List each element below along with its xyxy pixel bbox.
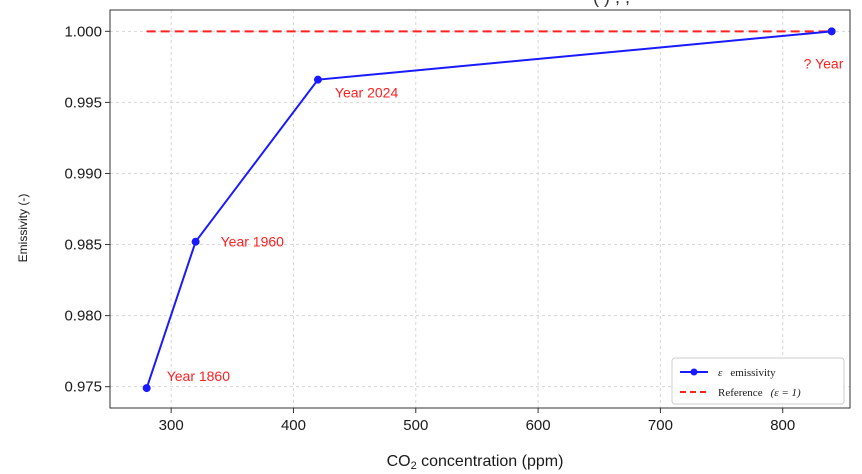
legend-label-emissivity: ε emissivity	[718, 367, 776, 379]
plot-frame	[109, 9, 851, 409]
y-tick-label: 1.000	[64, 23, 102, 40]
x-tick-label: 300	[159, 417, 184, 434]
legend: ε emissivity Reference (ε = 1)	[671, 357, 845, 405]
annotation-label: Year 1960	[221, 234, 285, 250]
series-layer	[142, 27, 836, 393]
emissivity-point	[827, 27, 836, 36]
x-axis-label-rest: concentration (ppm)	[417, 453, 564, 470]
annotations: Year 1860 Year 1960 Year 2024 ? Year	[167, 55, 844, 384]
grid	[110, 10, 850, 408]
x-axis-label: CO2 concentration (ppm)	[387, 453, 564, 472]
x-tick-label: 700	[648, 417, 673, 434]
y-tick-label: 0.990	[64, 165, 102, 182]
x-axis-label-main: CO	[387, 453, 411, 470]
x-tick-label: 400	[281, 417, 306, 434]
y-tick-label: 0.975	[64, 379, 102, 396]
emissivity-point	[313, 75, 322, 84]
annotation-label: Year 2024	[335, 85, 399, 101]
emissivity-line	[145, 30, 832, 389]
emissivity-point	[142, 384, 151, 393]
annotation-label: ? Year	[804, 55, 844, 71]
y-tick-label: 0.995	[64, 94, 102, 111]
x-axis-ticks: 300 400 500 600 700 800	[159, 408, 795, 434]
y-tick-label: 0.980	[64, 308, 102, 325]
y-tick-label: 0.985	[64, 237, 102, 254]
chart-title-fragment: ( ) , ,	[593, 0, 630, 7]
legend-marker-emissivity	[690, 368, 698, 376]
x-tick-label: 500	[403, 417, 428, 434]
x-tick-label: 600	[526, 417, 551, 434]
y-axis-ticks: 0.975 0.980 0.985 0.990 0.995 1.000	[64, 23, 110, 396]
legend-box	[671, 357, 845, 405]
x-axis-label-subscript: 2	[411, 460, 417, 472]
y-axis-label: Emissivity (-)	[16, 194, 30, 263]
legend-label-reference: Reference (ε = 1)	[718, 387, 801, 399]
x-tick-label: 800	[770, 417, 795, 434]
emissivity-point	[191, 237, 200, 246]
annotation-label: Year 1860	[167, 368, 231, 384]
